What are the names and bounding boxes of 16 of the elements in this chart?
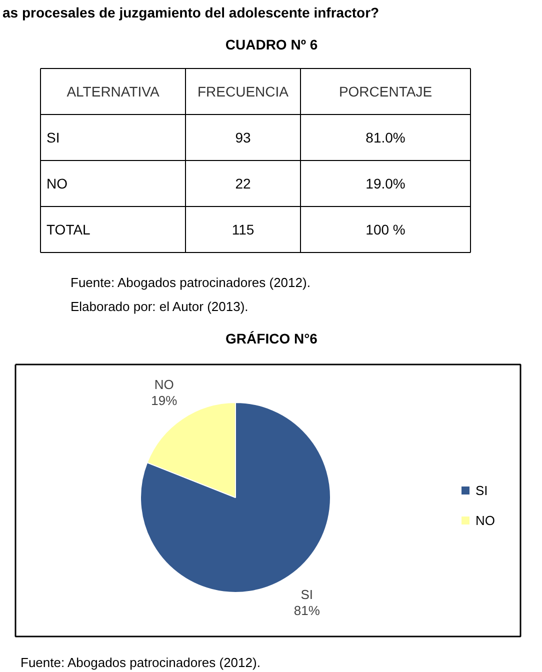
text: TOTAL 115 100 % [46,222,406,238]
slice-label: SI [300,587,314,602]
data-label: 81% [294,603,320,618]
text: CUADRO Nº 6 [225,36,318,52]
text: ALTERNATIVA FRECUENCIA PORCENTAJE [66,84,432,100]
text: Elaborado por: el Autor (2013). [70,299,248,314]
text: SI 93 81.0% [46,130,406,146]
text: as procesales de juzgamiento del adolescente infractor? [2,4,380,20]
data-label: 19% [151,392,178,408]
legend-label: NO [476,513,495,528]
slice-label: NO [154,376,174,392]
chart-title: GRÁFICO N°6 [226,330,318,346]
source-note: Fuente: Abogados patrocinadores (2012). [70,275,310,290]
text: NO 22 19.0% [46,176,406,192]
source-note: Fuente: Abogados patrocinadores (2012). [20,655,260,670]
legend-label: SI [476,483,488,498]
